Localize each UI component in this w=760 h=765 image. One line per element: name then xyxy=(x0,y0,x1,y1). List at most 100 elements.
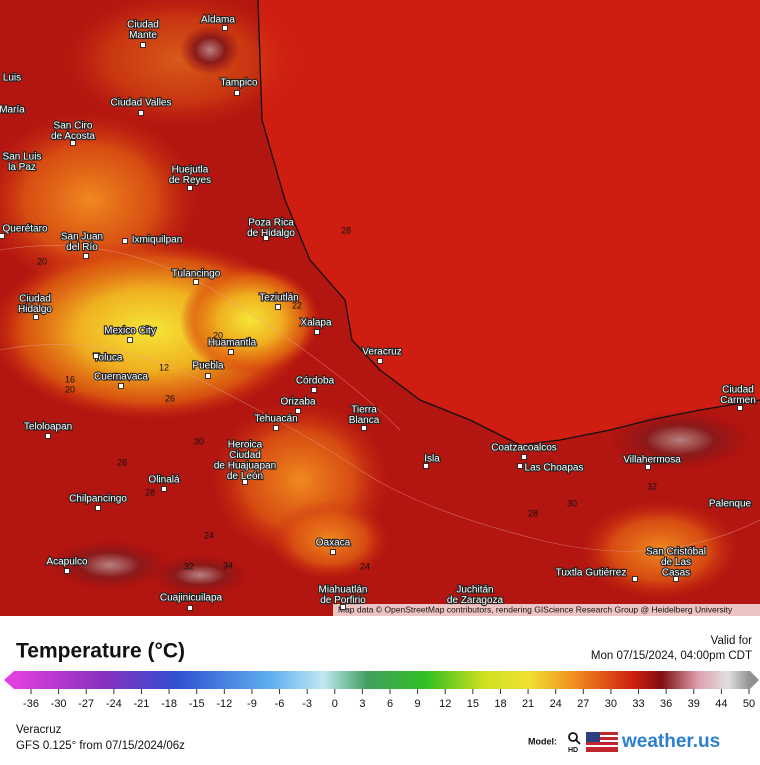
scale-tick-label: 33 xyxy=(632,698,644,710)
scale-tick-label: 3 xyxy=(359,698,365,710)
city-label: Teziutlán xyxy=(259,293,298,304)
scale-tick-label: -21 xyxy=(134,698,150,710)
city-label: Querétaro xyxy=(2,224,47,235)
city-label: Heroica xyxy=(228,440,263,451)
city-marker xyxy=(330,549,336,555)
city-label: del Río xyxy=(66,242,98,253)
scale-tick-label: 44 xyxy=(715,698,727,710)
hd-label: HD xyxy=(568,747,578,754)
scale-tick-label: 24 xyxy=(550,698,562,710)
scale-tick-label: -9 xyxy=(247,698,257,710)
scale-tick-label: 36 xyxy=(660,698,672,710)
scale-tick-label: 9 xyxy=(415,698,421,710)
contour-label: 28 xyxy=(528,508,538,518)
brand[interactable]: weather.us xyxy=(621,731,720,752)
city-label: Juchitán xyxy=(456,585,493,596)
contour-label: 26 xyxy=(165,393,175,403)
scale-tick-label: -6 xyxy=(275,698,285,710)
color-scale xyxy=(14,671,750,689)
scale-tick-label: -15 xyxy=(189,698,205,710)
city-label: Cuernavaca xyxy=(94,372,148,383)
city-marker xyxy=(93,353,99,359)
city-marker xyxy=(33,314,39,320)
city-marker xyxy=(273,425,279,431)
city-label: Ciudad Valles xyxy=(111,98,172,109)
city-marker xyxy=(122,238,128,244)
city-label: Chilpancingo xyxy=(69,494,127,505)
city-label: Olinalá xyxy=(148,475,180,486)
city-label: San Ciro xyxy=(54,121,93,132)
scale-tick-label: -30 xyxy=(51,698,67,710)
city-marker xyxy=(314,329,320,335)
city-label: Ixmiquilpan xyxy=(132,235,183,246)
city-marker xyxy=(521,454,527,460)
city-label: Mexico City xyxy=(104,326,156,337)
city-marker xyxy=(70,140,76,146)
scale-tick-label: -18 xyxy=(161,698,177,710)
model-label: Model: xyxy=(528,736,557,746)
city-label: María xyxy=(0,105,25,116)
city-label: Aldama xyxy=(201,15,235,26)
scale-tick-label: 12 xyxy=(439,698,451,710)
scale-tick-label: -3 xyxy=(302,698,312,710)
contour-label: 20 xyxy=(213,330,223,340)
valid-label: Valid for xyxy=(711,635,753,647)
scale-tick-label: 21 xyxy=(522,698,534,710)
contour-label: 32 xyxy=(647,481,657,491)
contour-label: 16 xyxy=(65,374,75,384)
city-label: de Acosta xyxy=(51,131,95,142)
city-marker xyxy=(275,304,281,310)
map-attribution: Map data © OpenStreetMap contributors, r… xyxy=(338,604,733,614)
valid-time: Mon 07/15/2024, 04:00pm CDT xyxy=(591,650,752,662)
contour-label: 28 xyxy=(341,225,351,235)
city-label: Teloloapan xyxy=(24,422,72,433)
city-marker xyxy=(138,110,144,116)
city-label: Tuxtla Gutiérrez xyxy=(556,568,627,579)
city-marker xyxy=(311,387,317,393)
city-label: Ciudad xyxy=(19,294,51,305)
city-marker xyxy=(645,464,651,470)
scale-tick-label: 0 xyxy=(332,698,338,710)
city-label: de Las xyxy=(661,557,691,568)
city-label: Xalapa xyxy=(300,318,332,329)
us-flag xyxy=(586,732,618,752)
city-label: Ciudad xyxy=(229,450,261,461)
city-marker xyxy=(45,433,51,439)
city-label: Palenque xyxy=(709,499,752,510)
city-label: Isla xyxy=(424,454,440,465)
city-marker xyxy=(187,605,193,611)
scale-tick-label: 50 xyxy=(743,698,755,710)
city-label: Córdoba xyxy=(296,376,335,387)
city-label: Cuajinicuilapa xyxy=(160,593,223,604)
scale-tick-label: -36 xyxy=(23,698,39,710)
scale-tick-label: -27 xyxy=(78,698,94,710)
city-label: Huamantla xyxy=(208,338,257,349)
city-marker xyxy=(64,568,70,574)
city-label: San Luis xyxy=(3,152,42,163)
city-label: Carmen xyxy=(720,395,756,406)
city-label: Veracruz xyxy=(362,347,401,358)
city-marker xyxy=(187,185,193,191)
city-marker xyxy=(205,373,211,379)
city-marker xyxy=(95,505,101,511)
city-label: Toluca xyxy=(94,353,123,364)
contour-label: 24 xyxy=(204,530,214,540)
scale-tick-label: 6 xyxy=(387,698,393,710)
city-label: Orizaba xyxy=(280,397,315,408)
city-label: Blanca xyxy=(349,415,380,426)
scale-tick-label: 18 xyxy=(494,698,506,710)
city-marker xyxy=(83,253,89,259)
temperature-field xyxy=(0,0,760,616)
contour-label: 24 xyxy=(360,561,370,571)
contour-label: 28 xyxy=(117,457,127,467)
city-marker xyxy=(118,383,124,389)
city-label: Villahermosa xyxy=(623,455,681,466)
contour-label: 12 xyxy=(159,362,169,372)
city-label: de Reyes xyxy=(169,175,211,186)
contour-label: 34 xyxy=(223,560,233,570)
contour-label: 30 xyxy=(194,436,204,446)
city-label: Las Choapas xyxy=(525,463,584,474)
city-label: San Juan xyxy=(61,232,103,243)
city-label: Poza Rica xyxy=(248,218,294,229)
city-marker xyxy=(295,408,301,414)
